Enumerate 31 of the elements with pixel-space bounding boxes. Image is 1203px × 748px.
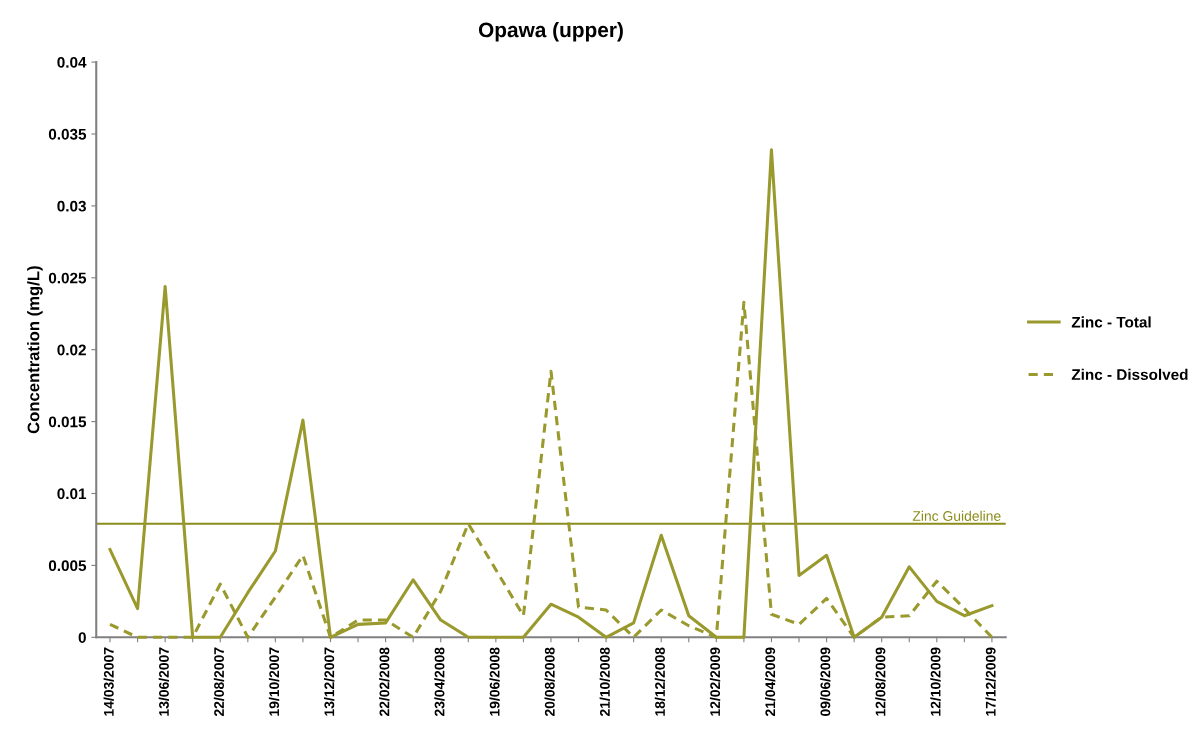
y-tick-label: 0.015 [48, 416, 87, 428]
x-tick-label: 13/12/2007 [324, 647, 335, 716]
x-tick-label: 18/12/2008 [654, 647, 666, 716]
y-tick-label: 0.025 [48, 272, 87, 284]
y-tick-label: 0.035 [48, 128, 87, 140]
chart-title: Opawa (upper) [478, 21, 623, 42]
x-tick-label: 19/06/2008 [489, 647, 500, 716]
y-tick-label: 0.005 [48, 560, 87, 572]
y-tick-label: 0.04 [57, 56, 87, 68]
y-axis-title: Concentration (mg/L) [27, 266, 43, 434]
x-tick-label: 12/10/2009 [930, 647, 941, 716]
y-tick-label: 0.02 [57, 344, 86, 356]
x-tick-label: 13/06/2007 [158, 647, 170, 716]
x-tick-label: 09/06/2009 [820, 647, 831, 716]
x-tick-label: 14/03/2007 [103, 647, 114, 716]
x-tick-label: 19/10/2007 [268, 647, 280, 716]
y-tick-label: 0.03 [57, 200, 86, 212]
x-tick-label: 21/04/2009 [764, 647, 776, 717]
x-tick-label: 22/08/2007 [213, 647, 225, 717]
y-tick-label: 0 [78, 632, 86, 643]
x-tick-label: 23/04/2008 [434, 647, 445, 717]
x-tick-label: 21/10/2008 [599, 647, 610, 717]
x-tick-label: 20/08/2008 [544, 647, 555, 717]
x-tick-label: 22/02/2008 [379, 647, 390, 717]
x-tick-label: 12/02/2009 [709, 647, 721, 716]
legend-label: Zinc - Total [1071, 316, 1151, 328]
ref-line-label: Zinc Guideline [912, 510, 1001, 521]
legend-label: Zinc - Dissolved [1071, 368, 1188, 381]
x-tick-label: 12/08/2009 [875, 647, 886, 716]
x-tick-label: 17/12/2009 [985, 647, 996, 716]
y-tick-label: 0.01 [57, 488, 87, 500]
